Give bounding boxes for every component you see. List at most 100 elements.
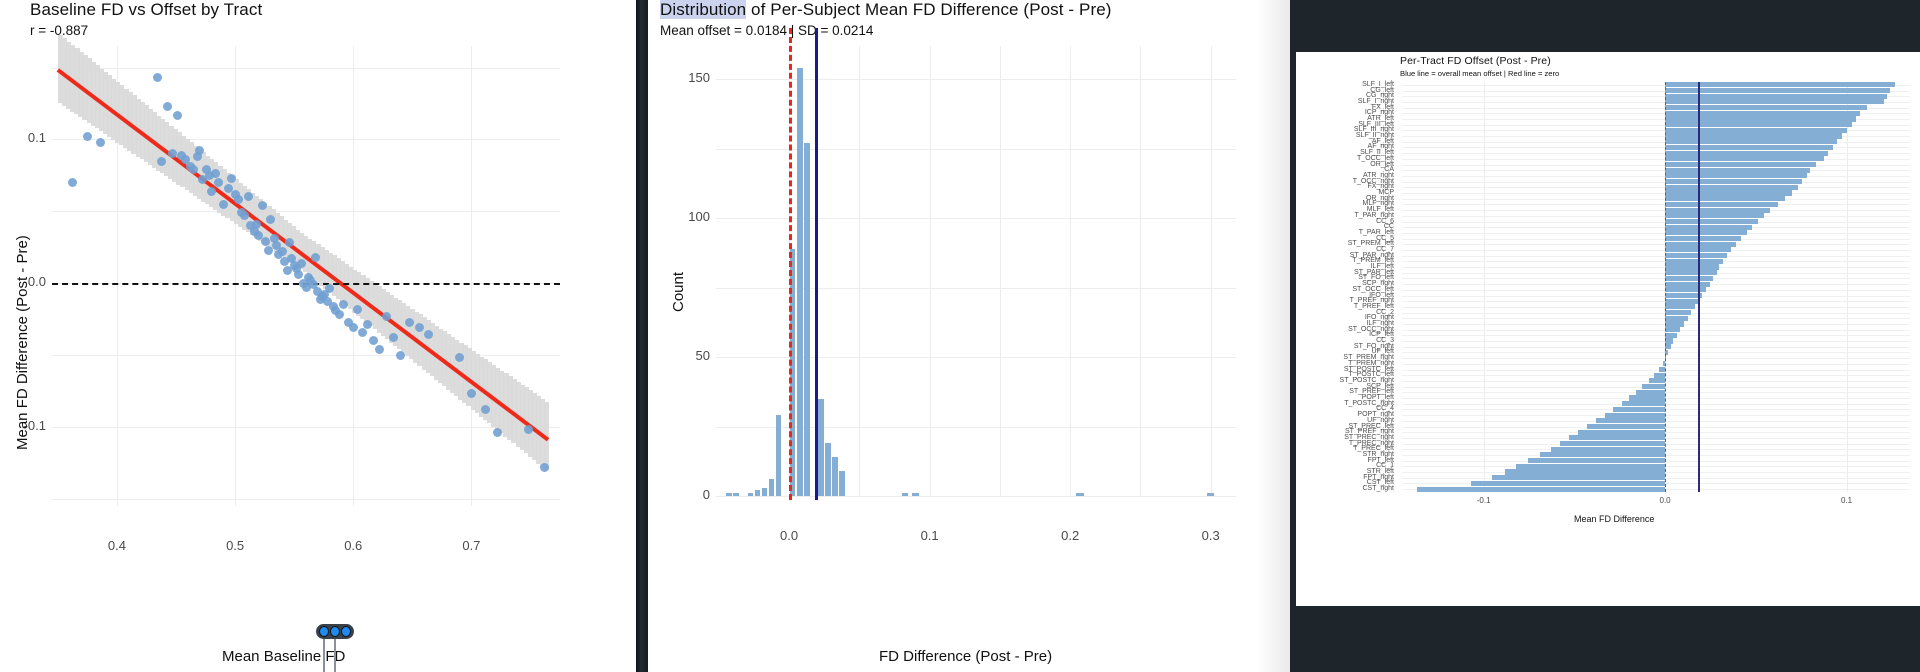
- scatter-gridline-h: [52, 355, 560, 357]
- panel-divider-1: [636, 0, 648, 672]
- tract-bar: [1587, 423, 1666, 429]
- tract-label: AF_right: [1367, 143, 1394, 151]
- scatter-point: [282, 265, 292, 275]
- scatter-point: [223, 183, 233, 193]
- tract-bar: [1665, 213, 1764, 219]
- histogram-x-tick: 0.0: [780, 528, 799, 543]
- scatter-point: [163, 101, 173, 111]
- tract-row-gridline: [1402, 175, 1910, 177]
- indicator-dot: [330, 626, 340, 637]
- tract-gridline-v: [1483, 82, 1485, 492]
- tract-bar: [1665, 150, 1829, 156]
- histogram-x-tick: 0.2: [1061, 528, 1080, 543]
- tract-row-gridline: [1402, 113, 1910, 115]
- scatter-point: [192, 152, 202, 162]
- scatter-x-tick: 0.4: [107, 538, 126, 553]
- three-dots-indicator[interactable]: [316, 624, 354, 639]
- tract-row-gridline: [1402, 261, 1910, 263]
- indicator-stem-right: [334, 634, 336, 672]
- tract-row-gridline: [1402, 278, 1910, 280]
- indicator-dot: [319, 626, 329, 637]
- scatter-point: [269, 234, 279, 244]
- tract-label: SCP_right: [1362, 280, 1394, 288]
- tract-bar: [1665, 281, 1710, 287]
- tract-label: ATR_right: [1363, 171, 1394, 179]
- scatter-point: [308, 280, 318, 290]
- tract-bar: [1665, 344, 1671, 350]
- tract-bar: [1491, 475, 1666, 481]
- scatter-point: [405, 317, 415, 327]
- tract-label: UF_left: [1371, 348, 1394, 356]
- tract-label: IFO_right: [1364, 314, 1394, 322]
- tract-x-tick: -0.1: [1476, 496, 1491, 505]
- tract-row-gridline: [1402, 227, 1910, 229]
- tract-row-gridline: [1402, 346, 1910, 348]
- tract-bar: [1665, 241, 1736, 247]
- scatter-point: [245, 221, 255, 231]
- tract-label: CC_2: [1376, 308, 1394, 316]
- scatter-point: [214, 178, 224, 188]
- tract-label: T_PREC_right: [1348, 439, 1394, 447]
- scatter-point: [206, 186, 216, 196]
- tract-row-gridline: [1402, 141, 1910, 143]
- tract-label: T_PREF_left: [1353, 302, 1394, 310]
- tract-bar: [1665, 156, 1824, 162]
- tract-bar: [1665, 196, 1785, 202]
- histogram-y-tick: 0: [702, 487, 710, 502]
- tract-bar: [1665, 332, 1677, 338]
- tract-label: ST_POSTC_right: [1339, 376, 1394, 384]
- tract-bar: [1665, 298, 1699, 304]
- scatter-point: [362, 320, 372, 330]
- histogram-bar: [817, 398, 824, 496]
- scatter-point: [424, 330, 434, 340]
- tract-row-gridline: [1402, 164, 1910, 166]
- tract-bar: [1665, 292, 1703, 299]
- tract-label-column: SLF_I_left CG_left CG_right SLF_I_right FX_l…: [1296, 81, 1398, 492]
- histogram-bar: [747, 493, 754, 496]
- tract-row-gridline: [1402, 187, 1910, 189]
- histogram-bar-outlier: [1076, 493, 1084, 496]
- scatter-point: [210, 169, 220, 179]
- tract-row-gridline: [1402, 204, 1910, 206]
- scatter-point: [368, 336, 378, 346]
- tract-label: T_PREM_right: [1348, 359, 1394, 367]
- histogram-bar: [796, 68, 803, 496]
- tract-label: UF_right: [1367, 416, 1394, 424]
- tract-row-gridline: [1402, 255, 1910, 257]
- tract-label: ST_PREM_right: [1343, 354, 1394, 362]
- tract-label: SLF_II_right: [1355, 132, 1394, 140]
- histogram-gridline-v: [1070, 46, 1072, 496]
- tract-row-gridline: [1402, 306, 1910, 308]
- scatter-point: [257, 201, 267, 211]
- tract-row-gridline: [1402, 221, 1910, 223]
- tract-bar: [1665, 230, 1747, 236]
- tract-row-gridline: [1402, 358, 1910, 360]
- scatter-point: [348, 323, 358, 333]
- scatter-gridline-h: [52, 139, 560, 141]
- histogram-gridline-v: [1210, 46, 1212, 496]
- histogram-bar: [726, 493, 733, 496]
- tract-row-gridline: [1402, 84, 1910, 86]
- tract-label: FPT_left: [1367, 456, 1394, 464]
- tract-row-gridline: [1402, 119, 1910, 120]
- scatter-point: [197, 175, 207, 185]
- scatter-gridline-h: [52, 67, 560, 69]
- histogram-bar: [902, 493, 908, 496]
- histogram-title-rest: of Per-Subject Mean FD Difference (Post …: [746, 0, 1112, 19]
- tract-row-gridline: [1402, 301, 1910, 303]
- scatter-point: [344, 317, 354, 327]
- tract-label: CST_left: [1366, 479, 1394, 487]
- tract-row-gridline: [1402, 244, 1910, 246]
- tract-bar: [1654, 372, 1666, 378]
- tract-label: OR_right: [1365, 194, 1394, 202]
- tract-bar: [1665, 315, 1688, 321]
- tract-row-gridline: [1402, 107, 1910, 109]
- tract-label: T_POSTC_left: [1348, 371, 1394, 379]
- tract-bar: [1665, 258, 1724, 264]
- tract-row-gridline: [1402, 363, 1910, 365]
- tract-label: T_PREM_left: [1352, 257, 1394, 265]
- scatter-point: [251, 219, 261, 229]
- scatter-point: [294, 270, 304, 280]
- tract-row-gridline: [1402, 215, 1910, 217]
- tract-label: ST_PREF_left: [1349, 388, 1394, 396]
